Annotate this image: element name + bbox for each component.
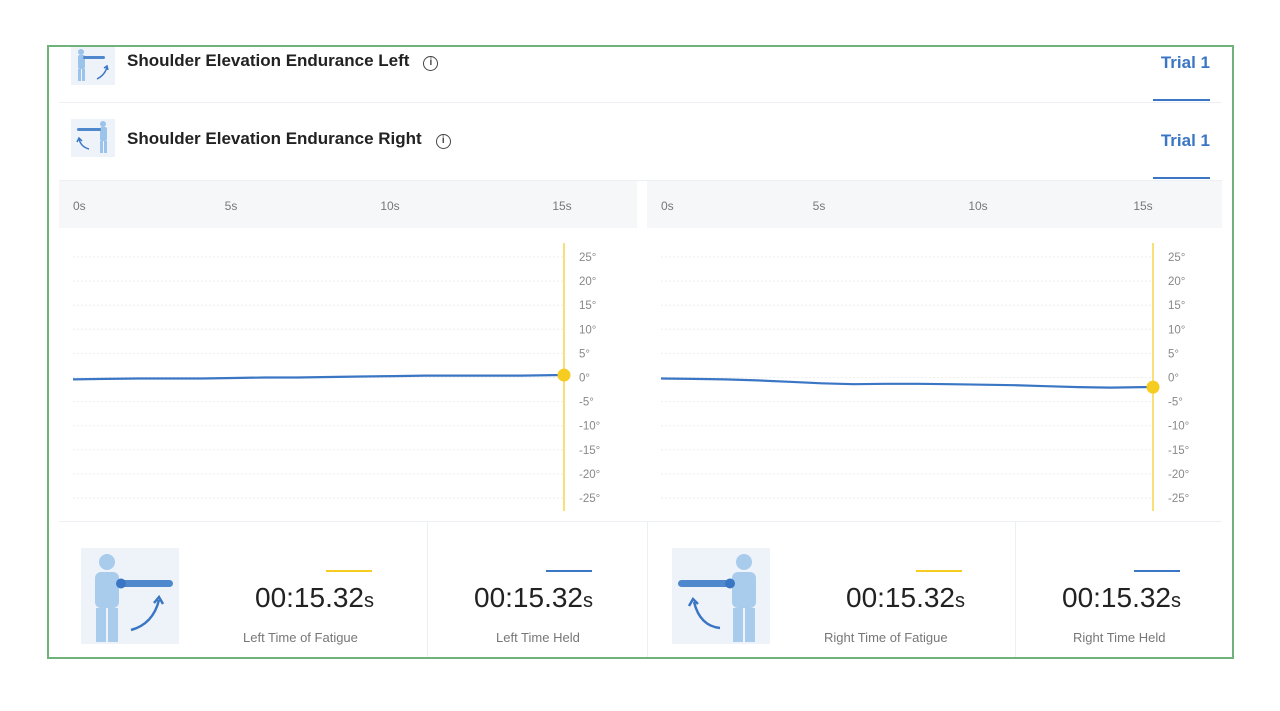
left-shoulder-figure-icon [71,47,115,85]
x-tick-label: 10s [380,199,399,213]
exercise-row-right[interactable]: Shoulder Elevation Endurance Right i Tria… [59,103,1222,181]
y-tick-label: -5° [1168,397,1183,409]
x-tick-label: 15s [1133,199,1152,213]
y-tick-label: -25° [579,493,600,505]
exercise-title-right: Shoulder Elevation Endurance Right i [127,129,451,149]
left-angle-chart: 0s 5s 10s 15s 25° 20° 15° 10° 5° 0° -5° -10° -15° -20… [72,199,600,511]
right-shoulder-figure-icon [71,119,115,157]
left-time-of-fatigue-value: 00:15.32s [255,582,374,613]
y-tick-label: -20° [1168,469,1189,481]
right-fatigue-cell: 00:15.32s Right Time of Fatigue [647,522,1015,657]
y-tick-label: 15° [1168,300,1185,312]
y-tick-label: 5° [579,348,590,360]
right-time-held-label: Right Time Held [1073,630,1166,645]
right-shoulder-figure-icon [672,548,770,644]
right-held-cell: 00:15.32s Right Time Held [1015,522,1222,657]
trial-tab-right[interactable]: Trial 1 [1160,131,1210,150]
charts-area: 0s 5s 10s 15s 25° 20° 15° 10° 5° 0° -5° -10° -15° -20… [59,181,1222,521]
right-time-of-fatigue-value: 00:15.32s [846,582,965,613]
x-tick-label: 15s [552,199,571,213]
trial-tab-underline [1153,99,1210,101]
angle-series-line [72,374,564,381]
y-tick-label: -20° [579,469,600,481]
x-tick-label: 5s [225,199,238,213]
y-tick-label: -25° [1168,493,1189,505]
right-angle-chart: 0s 5s 10s 15s 25° 20° 15° 10° 5° 0° -5° -10° -15° -20… [660,199,1189,511]
y-tick-label: 15° [579,300,596,312]
y-tick-label: 20° [579,276,596,288]
left-held-cell: 00:15.32s Left Time Held [427,522,647,657]
x-tick-label: 10s [968,199,987,213]
x-tick-label: 0s [73,199,86,213]
info-icon[interactable]: i [435,134,451,149]
report-frame: Shoulder Elevation Endurance Left i Trial… [47,45,1234,659]
time-axis-band-right [647,181,1222,228]
exercise-title-left: Shoulder Elevation Endurance Left i [127,51,439,71]
fatigue-legend-line [326,570,372,572]
time-axis-band-left [59,181,637,228]
left-shoulder-figure-icon [81,548,179,644]
held-legend-line [1134,570,1180,572]
left-time-of-fatigue-label: Left Time of Fatigue [243,630,358,645]
y-tick-label: -10° [1168,421,1189,433]
stats-bar: 00:15.32s Left Time of Fatigue 00:15.32s… [59,521,1222,657]
y-tick-label: -15° [579,445,600,457]
info-icon[interactable]: i [423,56,439,71]
y-tick-label: 10° [1168,324,1185,336]
y-tick-label: -5° [579,397,594,409]
y-tick-label: 25° [1168,252,1185,264]
y-tick-label: -10° [579,421,600,433]
x-tick-label: 5s [813,199,826,213]
exercise-row-left[interactable]: Shoulder Elevation Endurance Left i Trial… [59,47,1222,103]
fatigue-legend-line [916,570,962,572]
y-tick-label: -15° [1168,445,1189,457]
right-time-of-fatigue-label: Right Time of Fatigue [824,630,948,645]
x-tick-label: 0s [661,199,674,213]
left-fatigue-cell: 00:15.32s Left Time of Fatigue [59,522,427,657]
trial-tab-underline [1153,177,1210,179]
end-point-marker [1146,380,1160,394]
y-tick-label: 20° [1168,276,1185,288]
trial-tab-left[interactable]: Trial 1 [1160,53,1210,72]
angle-series-line [660,377,1153,389]
y-tick-label: 5° [1168,348,1179,360]
y-tick-label: 10° [579,324,596,336]
held-legend-line [546,570,592,572]
left-time-held-value: 00:15.32s [474,582,593,613]
y-tick-label: 0° [579,373,590,385]
right-time-held-value: 00:15.32s [1062,582,1181,613]
y-tick-label: 0° [1168,373,1179,385]
left-time-held-label: Left Time Held [496,630,580,645]
end-point-marker [557,368,571,382]
y-tick-label: 25° [579,252,596,264]
